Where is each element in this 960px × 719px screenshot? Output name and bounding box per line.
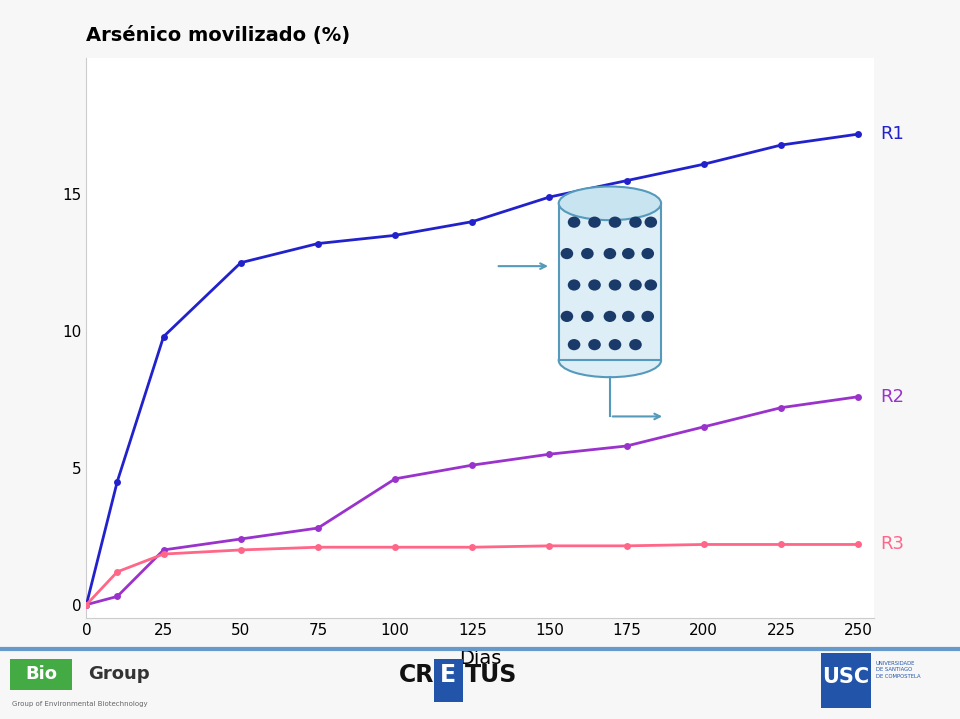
Ellipse shape (588, 216, 601, 228)
FancyBboxPatch shape (821, 654, 871, 707)
Text: Arsénico movilizado (%): Arsénico movilizado (%) (86, 26, 350, 45)
FancyBboxPatch shape (434, 659, 463, 702)
Ellipse shape (567, 280, 581, 290)
Ellipse shape (609, 216, 621, 228)
Ellipse shape (644, 280, 657, 290)
Ellipse shape (644, 216, 657, 228)
Ellipse shape (622, 311, 635, 322)
Ellipse shape (567, 216, 581, 228)
Ellipse shape (641, 311, 654, 322)
Text: Bio: Bio (25, 664, 58, 683)
Text: Group of Environmental Biotechnology: Group of Environmental Biotechnology (12, 701, 148, 707)
Ellipse shape (622, 248, 635, 259)
Ellipse shape (559, 344, 661, 377)
Ellipse shape (561, 248, 573, 259)
Bar (559, 203, 661, 360)
Text: TUS: TUS (465, 663, 517, 687)
Ellipse shape (588, 280, 601, 290)
FancyBboxPatch shape (10, 659, 72, 690)
Ellipse shape (629, 280, 642, 290)
Ellipse shape (567, 339, 581, 350)
Ellipse shape (561, 311, 573, 322)
Text: R3: R3 (879, 536, 903, 554)
Ellipse shape (609, 280, 621, 290)
Text: USC: USC (822, 667, 870, 687)
Ellipse shape (604, 311, 616, 322)
Text: UNIVERSIDADE
DE SANTIAGO
DE COMPOSTELA: UNIVERSIDADE DE SANTIAGO DE COMPOSTELA (876, 661, 920, 679)
Ellipse shape (604, 248, 616, 259)
Ellipse shape (641, 248, 654, 259)
Text: R2: R2 (879, 388, 903, 406)
Ellipse shape (629, 216, 642, 228)
Text: CR: CR (398, 663, 434, 687)
Ellipse shape (629, 339, 642, 350)
Ellipse shape (559, 186, 661, 220)
Text: R1: R1 (879, 125, 903, 143)
Ellipse shape (581, 248, 593, 259)
Ellipse shape (588, 339, 601, 350)
X-axis label: Días: Días (459, 649, 501, 669)
Text: E: E (441, 663, 456, 687)
Ellipse shape (581, 311, 593, 322)
Text: Group: Group (88, 664, 150, 683)
Ellipse shape (609, 339, 621, 350)
